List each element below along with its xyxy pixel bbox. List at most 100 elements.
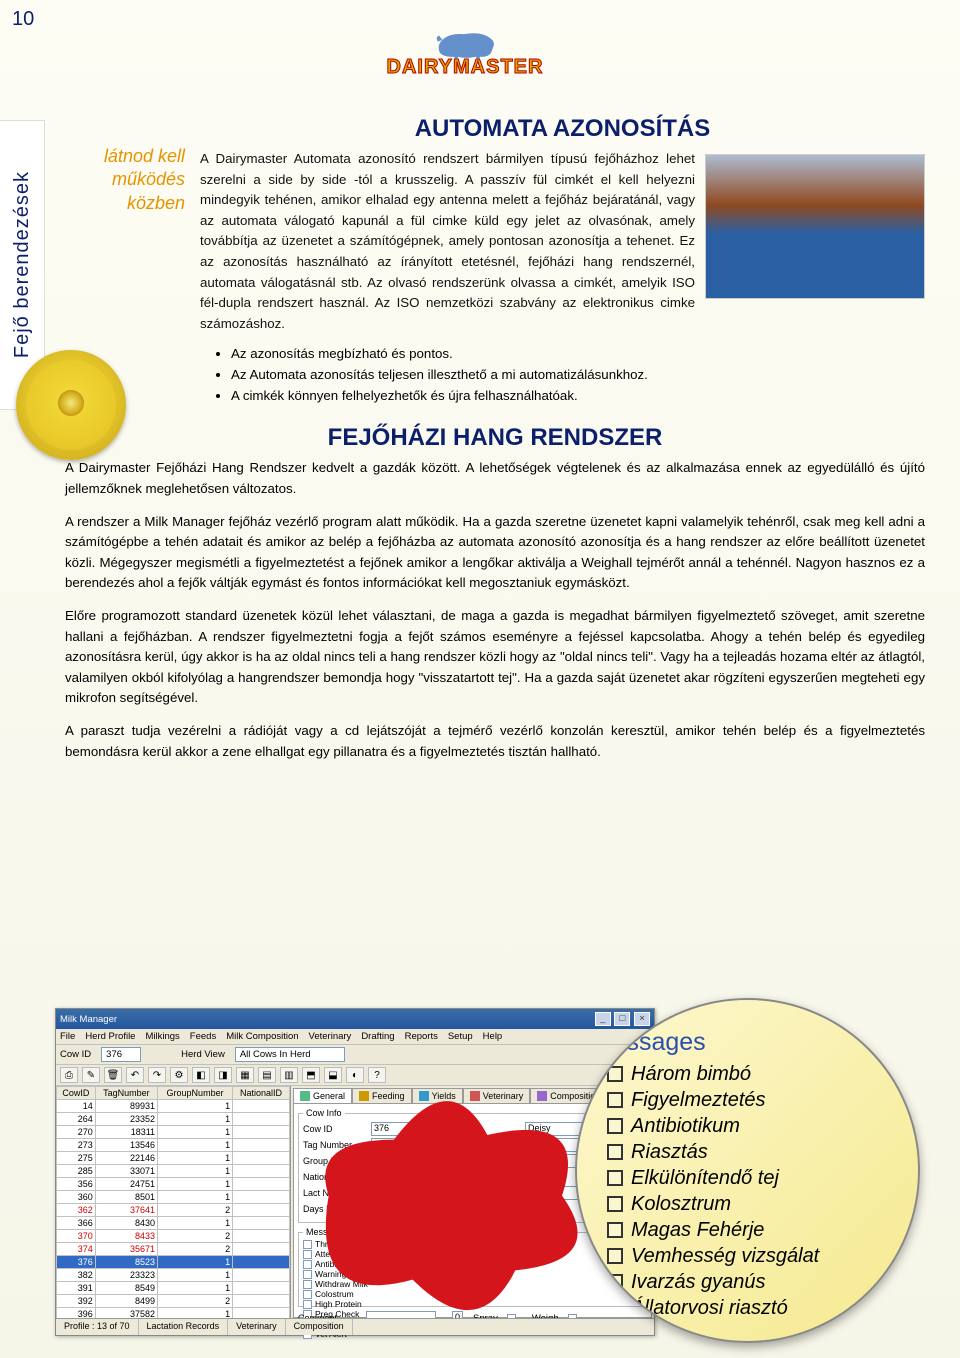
cowinfo-legend: Cow Info	[303, 1108, 345, 1118]
tab-feeding[interactable]: Feeding	[352, 1088, 412, 1103]
msg-checkbox[interactable]	[303, 1270, 312, 1279]
toolbar-button[interactable]: ▤	[258, 1067, 276, 1083]
table-row[interactable]: 37685231	[57, 1256, 290, 1269]
lbl-tag: Tag Number	[303, 1140, 365, 1150]
lbl-name: Name	[457, 1124, 519, 1134]
msg-option[interactable]: Colostrum	[303, 1289, 642, 1299]
msg-checkbox[interactable]	[303, 1300, 312, 1309]
toolbar-button[interactable]: ◨	[214, 1067, 232, 1083]
menubar: File Herd Profile Milkings Feeds Milk Compos…	[56, 1029, 654, 1045]
toolbar-button[interactable]: ✎	[82, 1067, 100, 1083]
lens-list: Három bimbóFigyelmeztetésAntibiotikumRia…	[607, 1061, 888, 1321]
lbl-group: Group Number	[303, 1156, 365, 1166]
table-row[interactable]: 285330711	[57, 1165, 290, 1178]
toolbar-button[interactable]: ◐	[346, 1067, 364, 1083]
tab-veterinary[interactable]: Veterinary	[463, 1088, 531, 1103]
window-buttons: _ □ ×	[594, 1012, 650, 1026]
tab-yields[interactable]: Yields	[412, 1088, 463, 1103]
section2-p4: A paraszt tudja vezérelni a rádióját vag…	[65, 721, 925, 762]
minimize-button[interactable]: _	[595, 1012, 611, 1026]
table-row[interactable]: 270183111	[57, 1126, 290, 1139]
msg-option[interactable]: Attention	[303, 1249, 642, 1259]
msg-option[interactable]: Warning	[303, 1269, 642, 1279]
toolbar-button[interactable]: ⬒	[302, 1067, 320, 1083]
cowid-field[interactable]: 376	[101, 1047, 141, 1062]
window-titlebar[interactable]: Milk Manager _ □ ×	[56, 1009, 654, 1029]
msg-option[interactable]: Withdraw Milk	[303, 1279, 642, 1289]
table-row[interactable]: 356247511	[57, 1178, 290, 1191]
msg-checkbox[interactable]	[303, 1260, 312, 1269]
toolbar-button[interactable]: ⎙	[60, 1067, 78, 1083]
toolbar-button[interactable]: ?	[368, 1067, 386, 1083]
menu-item[interactable]: Drafting	[361, 1031, 394, 1042]
menu-item[interactable]: Herd Profile	[85, 1031, 135, 1042]
messages-magnified: lessages Három bimbóFigyelmeztetésAntibi…	[575, 998, 920, 1343]
inp-dim[interactable]	[371, 1202, 431, 1216]
toolbar-button[interactable]: ⬓	[324, 1067, 342, 1083]
section2-p2: A rendszer a Milk Manager fejőház vezérl…	[65, 512, 925, 594]
lbl-natid: National ID	[303, 1172, 365, 1182]
table-row[interactable]: 374356712	[57, 1243, 290, 1256]
inp-group[interactable]: 1	[371, 1154, 431, 1168]
status-cell: Lactation Records	[139, 1319, 229, 1335]
menu-item[interactable]: Milkings	[145, 1031, 179, 1042]
toolbar-button[interactable]: ▦	[236, 1067, 254, 1083]
table-row[interactable]: 39185491	[57, 1282, 290, 1295]
inp-natid[interactable]	[371, 1170, 431, 1184]
tab-general[interactable]: General	[293, 1088, 352, 1103]
ear-tag-image	[16, 350, 126, 460]
herdview-label: Herd View	[181, 1049, 225, 1060]
menu-item[interactable]: File	[60, 1031, 75, 1042]
lbl-milkstatus: Milking Status	[457, 1140, 519, 1150]
table-row[interactable]: 14899311	[57, 1100, 290, 1113]
menu-item[interactable]: Setup	[448, 1031, 473, 1042]
lead-line: közben	[65, 192, 185, 215]
herdview-select[interactable]: All Cows In Herd	[235, 1047, 345, 1062]
table-row[interactable]: 39284992	[57, 1295, 290, 1308]
msg-checkbox[interactable]	[303, 1240, 312, 1249]
section2-p3: Előre programozott standard üzenetek köz…	[65, 606, 925, 709]
app-screenshot: Milk Manager _ □ × File Herd Profile Milki…	[55, 1008, 910, 1338]
inp-cowid[interactable]: 376	[371, 1122, 431, 1136]
status-cell: Veterinary	[228, 1319, 286, 1335]
table-row[interactable]: 264233521	[57, 1113, 290, 1126]
section1-para: A Dairymaster Automata azonosító rendsze…	[200, 151, 695, 331]
parlor-photo	[705, 154, 925, 299]
table-row[interactable]: 382233231	[57, 1269, 290, 1282]
inp-name[interactable]: Deisy	[525, 1122, 585, 1136]
lens-item: Kolosztrum	[607, 1191, 888, 1217]
toolbar-button[interactable]: ↶	[126, 1067, 144, 1083]
msg-checkbox[interactable]	[303, 1250, 312, 1259]
table-row[interactable]: 273135461	[57, 1139, 290, 1152]
brand-logo: DAIRYMASTER	[370, 14, 560, 89]
table-row[interactable]: 275221461	[57, 1152, 290, 1165]
toolbar-button[interactable]: ▥	[280, 1067, 298, 1083]
table-row[interactable]: 362376412	[57, 1204, 290, 1217]
maximize-button[interactable]: □	[614, 1012, 630, 1026]
toolbar-button[interactable]: ⚙	[170, 1067, 188, 1083]
toolbar-button[interactable]: ◧	[192, 1067, 210, 1083]
menu-item[interactable]: Milk Composition	[226, 1031, 298, 1042]
status-cell: Profile : 13 of 70	[56, 1319, 139, 1335]
menu-item[interactable]: Reports	[405, 1031, 438, 1042]
menu-item[interactable]: Veterinary	[309, 1031, 352, 1042]
msg-option[interactable]: Antibiotics	[303, 1259, 642, 1269]
menu-item[interactable]: Help	[483, 1031, 503, 1042]
lens-item: Riasztás	[607, 1139, 888, 1165]
cow-grid[interactable]: CowIDTagNumberGroupNumberNationalID14899…	[56, 1086, 291, 1328]
close-button[interactable]: ×	[634, 1012, 650, 1026]
inp-tag[interactable]: 8523	[371, 1138, 431, 1152]
lens-item: Három bimbó	[607, 1061, 888, 1087]
msg-checkbox[interactable]	[303, 1280, 312, 1289]
msg-checkbox[interactable]	[303, 1290, 312, 1299]
menu-item[interactable]: Feeds	[190, 1031, 216, 1042]
table-row[interactable]: 37084332	[57, 1230, 290, 1243]
lens-item: Antibiotikum	[607, 1113, 888, 1139]
inp-lact[interactable]	[371, 1186, 431, 1200]
toolbar: ⎙✎🗑↶↷⚙◧◨▦▤▥⬒⬓◐?	[56, 1065, 654, 1086]
table-row[interactable]: 36085011	[57, 1191, 290, 1204]
table-row[interactable]: 36684301	[57, 1217, 290, 1230]
toolbar-button[interactable]: 🗑	[104, 1067, 122, 1083]
toolbar-button[interactable]: ↷	[148, 1067, 166, 1083]
msg-option[interactable]: High Protein	[303, 1299, 642, 1309]
